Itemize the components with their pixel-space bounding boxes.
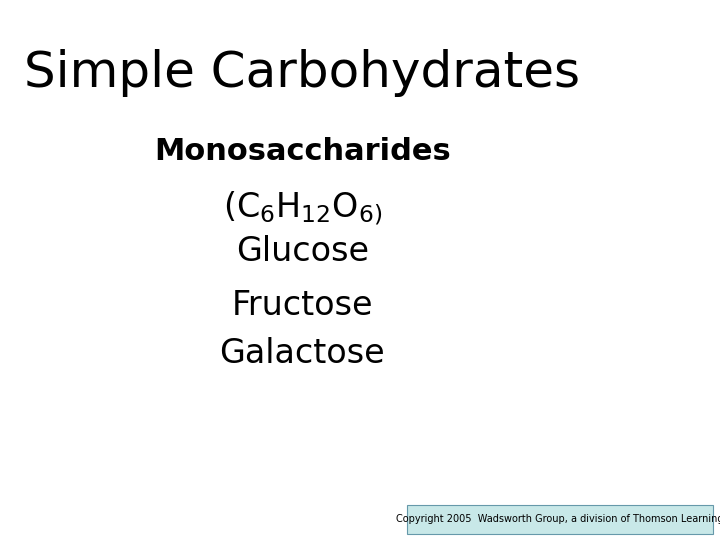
Text: Glucose: Glucose — [236, 234, 369, 268]
Text: Fructose: Fructose — [232, 288, 373, 322]
Text: Galactose: Galactose — [220, 337, 385, 370]
Text: Monosaccharides: Monosaccharides — [154, 137, 451, 166]
FancyBboxPatch shape — [407, 505, 713, 534]
Text: $\mathrm{(C_6H_{12}O_{6)}}$: $\mathrm{(C_6H_{12}O_{6)}}$ — [222, 189, 382, 227]
Text: Copyright 2005  Wadsworth Group, a division of Thomson Learning: Copyright 2005 Wadsworth Group, a divisi… — [396, 515, 720, 524]
Text: Simple Carbohydrates: Simple Carbohydrates — [24, 49, 580, 97]
